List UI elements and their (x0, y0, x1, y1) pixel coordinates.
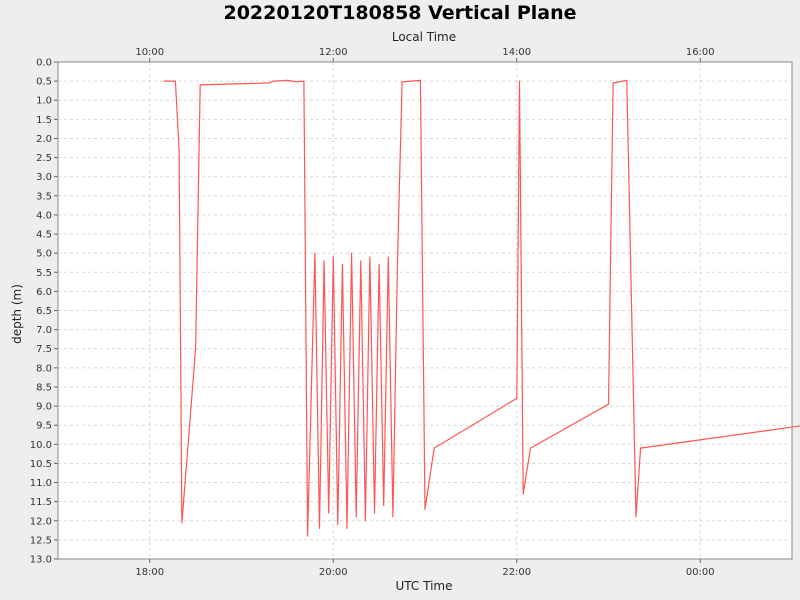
y-tick-label: 5.0 (36, 249, 52, 260)
y-tick-label: 5.5 (36, 268, 52, 279)
y-tick-label: 2.0 (36, 134, 52, 145)
chart-title: 20220120T180858 Vertical Plane (223, 2, 576, 24)
depth-axis-label: depth (m) (10, 284, 24, 344)
local-time-axis-label: Local Time (392, 30, 456, 44)
y-tick-label: 11.5 (30, 497, 52, 508)
y-tick-label: 12.0 (30, 516, 52, 527)
y-tick-label: 0.0 (36, 58, 52, 69)
y-tick-label: 10.0 (30, 440, 52, 451)
y-tick-label: 12.5 (30, 535, 52, 546)
series-layer (163, 79, 800, 537)
y-tick-label: 11.0 (30, 478, 52, 489)
y-tick-label: 6.0 (36, 287, 52, 298)
x-tick-label: 20:00 (319, 567, 348, 578)
x-tick-label: 18:00 (135, 567, 164, 578)
x-tick-label: 22:00 (502, 567, 531, 578)
x2-tick-label: 16:00 (686, 47, 715, 58)
y-tick-label: 7.5 (36, 344, 52, 355)
y-tick-label: 3.0 (36, 172, 52, 183)
y-tick-label: 2.5 (36, 153, 52, 164)
y-tick-label: 9.5 (36, 421, 52, 432)
y-tick-label: 1.5 (36, 115, 52, 126)
depth-series-line (163, 79, 800, 537)
y-tick-label: 8.0 (36, 363, 52, 374)
x2-tick-label: 14:00 (502, 47, 531, 58)
x2-tick-label: 10:00 (135, 47, 164, 58)
axis-ticks: 0.0 0.5 1.0 1.5 2.0 2.5 3.0 3.5 4.0 4.5 5.0 5.5 6.0 6… (30, 47, 715, 578)
y-tick-label: 4.0 (36, 210, 52, 221)
y-tick-label: 8.5 (36, 382, 52, 393)
y-tick-label: 10.5 (30, 459, 52, 470)
y-tick-label: 6.5 (36, 306, 52, 317)
y-tick-label: 3.5 (36, 191, 52, 202)
y-tick-label: 9.0 (36, 402, 52, 413)
y-tick-label: 1.0 (36, 96, 52, 107)
x2-tick-label: 12:00 (319, 47, 348, 58)
y-tick-label: 13.0 (30, 555, 52, 566)
y-tick-label: 4.5 (36, 230, 52, 241)
y-tick-label: 7.0 (36, 325, 52, 336)
y-tick-label: 0.5 (36, 77, 52, 88)
utc-time-axis-label: UTC Time (396, 579, 453, 593)
x-tick-label: 00:00 (686, 567, 715, 578)
